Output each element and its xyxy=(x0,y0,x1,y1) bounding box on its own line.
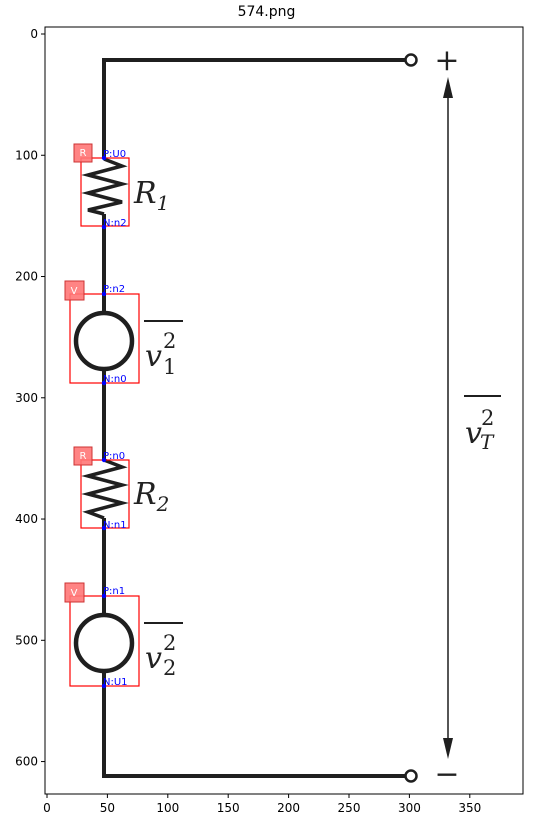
y-tick-label: 100 xyxy=(15,148,38,162)
pin-label-r1-p: P:U0 xyxy=(103,149,126,160)
y-tick-label: 200 xyxy=(15,270,38,284)
label-v2-sup: 2 xyxy=(163,631,176,655)
label-v2-sub: 2 xyxy=(163,656,176,680)
label-vt-sup: 2 xyxy=(481,406,494,430)
pin-label-r2-n: N:n1 xyxy=(103,520,127,531)
pin-label-r2-p: P:n0 xyxy=(103,451,125,462)
badge-v2 xyxy=(64,582,85,603)
y-tick-label: 600 xyxy=(15,755,38,769)
resistor-r2 xyxy=(81,458,129,520)
source-v2 xyxy=(73,612,135,674)
badge-r2-text: R xyxy=(80,451,87,462)
vt-arrow-head-up xyxy=(443,77,453,98)
y-tick-label: 400 xyxy=(15,512,38,526)
pin-dot-v2-n xyxy=(101,683,107,689)
y-tick-label: 0 xyxy=(30,27,38,41)
x-axis: 0 50 100 150 200 250 300 350 xyxy=(43,794,481,815)
badge-r1-text: R xyxy=(80,148,87,159)
resistor-r1 xyxy=(81,157,129,216)
label-v1-base: v xyxy=(145,339,162,374)
pin-dot-r1-p xyxy=(101,155,107,161)
pin-label-v1-n: N:n0 xyxy=(103,374,127,385)
x-tick-label: 50 xyxy=(100,801,115,815)
x-tick-label: 150 xyxy=(217,801,240,815)
source-v1 xyxy=(73,310,135,372)
minus-sign: − xyxy=(434,757,459,792)
pin-label-v2-n: N:U1 xyxy=(103,677,128,688)
x-tick-label: 300 xyxy=(398,801,421,815)
y-axis: 0 100 200 300 400 500 600 xyxy=(15,27,45,769)
pin-label-v2-p: P:n1 xyxy=(103,586,125,597)
badge-r2 xyxy=(73,446,93,466)
pin-dot-v1-n xyxy=(101,380,107,386)
terminal-bottom xyxy=(404,769,418,783)
pin-dot-v2-p xyxy=(101,593,107,599)
label-r1: R1 xyxy=(133,176,169,215)
y-tick-label: 300 xyxy=(15,391,38,405)
label-r2-sub: 2 xyxy=(156,492,170,516)
badge-v2-text: V xyxy=(71,588,78,599)
plot-frame xyxy=(44,26,524,795)
pin-dot-v1-p xyxy=(101,291,107,297)
badge-r1 xyxy=(73,143,93,163)
label-r2: R2 xyxy=(133,477,169,516)
x-tick-label: 250 xyxy=(338,801,361,815)
label-vt-sub: T xyxy=(480,430,495,454)
y-tick-label: 500 xyxy=(15,633,38,647)
x-tick-label: 200 xyxy=(277,801,300,815)
label-vt-base: v xyxy=(465,416,482,451)
detection-overlay: R P:U0 N:n2 V P:n2 N:n0 R P:n0 N:n1 V P:… xyxy=(64,143,140,689)
pin-dot-r1-n xyxy=(101,224,107,230)
vt-arrow-head-down xyxy=(443,738,453,759)
plus-sign: + xyxy=(434,43,459,78)
circuit-diagram: + − R1 R2 v 2 1 v 2 2 v 2 T xyxy=(73,43,501,792)
x-tick-label: 0 xyxy=(43,801,51,815)
figure-title: 574.png xyxy=(237,4,296,20)
label-r2-base: R xyxy=(133,477,157,512)
label-r1-base: R xyxy=(133,176,157,211)
pin-label-v1-p: P:n2 xyxy=(103,284,125,295)
pin-dot-r2-n xyxy=(101,525,107,531)
label-r1-sub: 1 xyxy=(157,191,170,215)
label-v1-sub: 1 xyxy=(163,355,176,379)
label-v2-base: v xyxy=(145,641,162,676)
terminal-top xyxy=(404,53,418,67)
x-tick-label: 100 xyxy=(156,801,179,815)
pin-dot-r2-p xyxy=(101,457,107,463)
badge-v1 xyxy=(64,280,85,301)
x-tick-label: 350 xyxy=(458,801,481,815)
pin-label-r1-n: N:n2 xyxy=(103,218,127,229)
badge-v1-text: V xyxy=(71,286,78,297)
label-v1-sup: 2 xyxy=(163,329,176,353)
